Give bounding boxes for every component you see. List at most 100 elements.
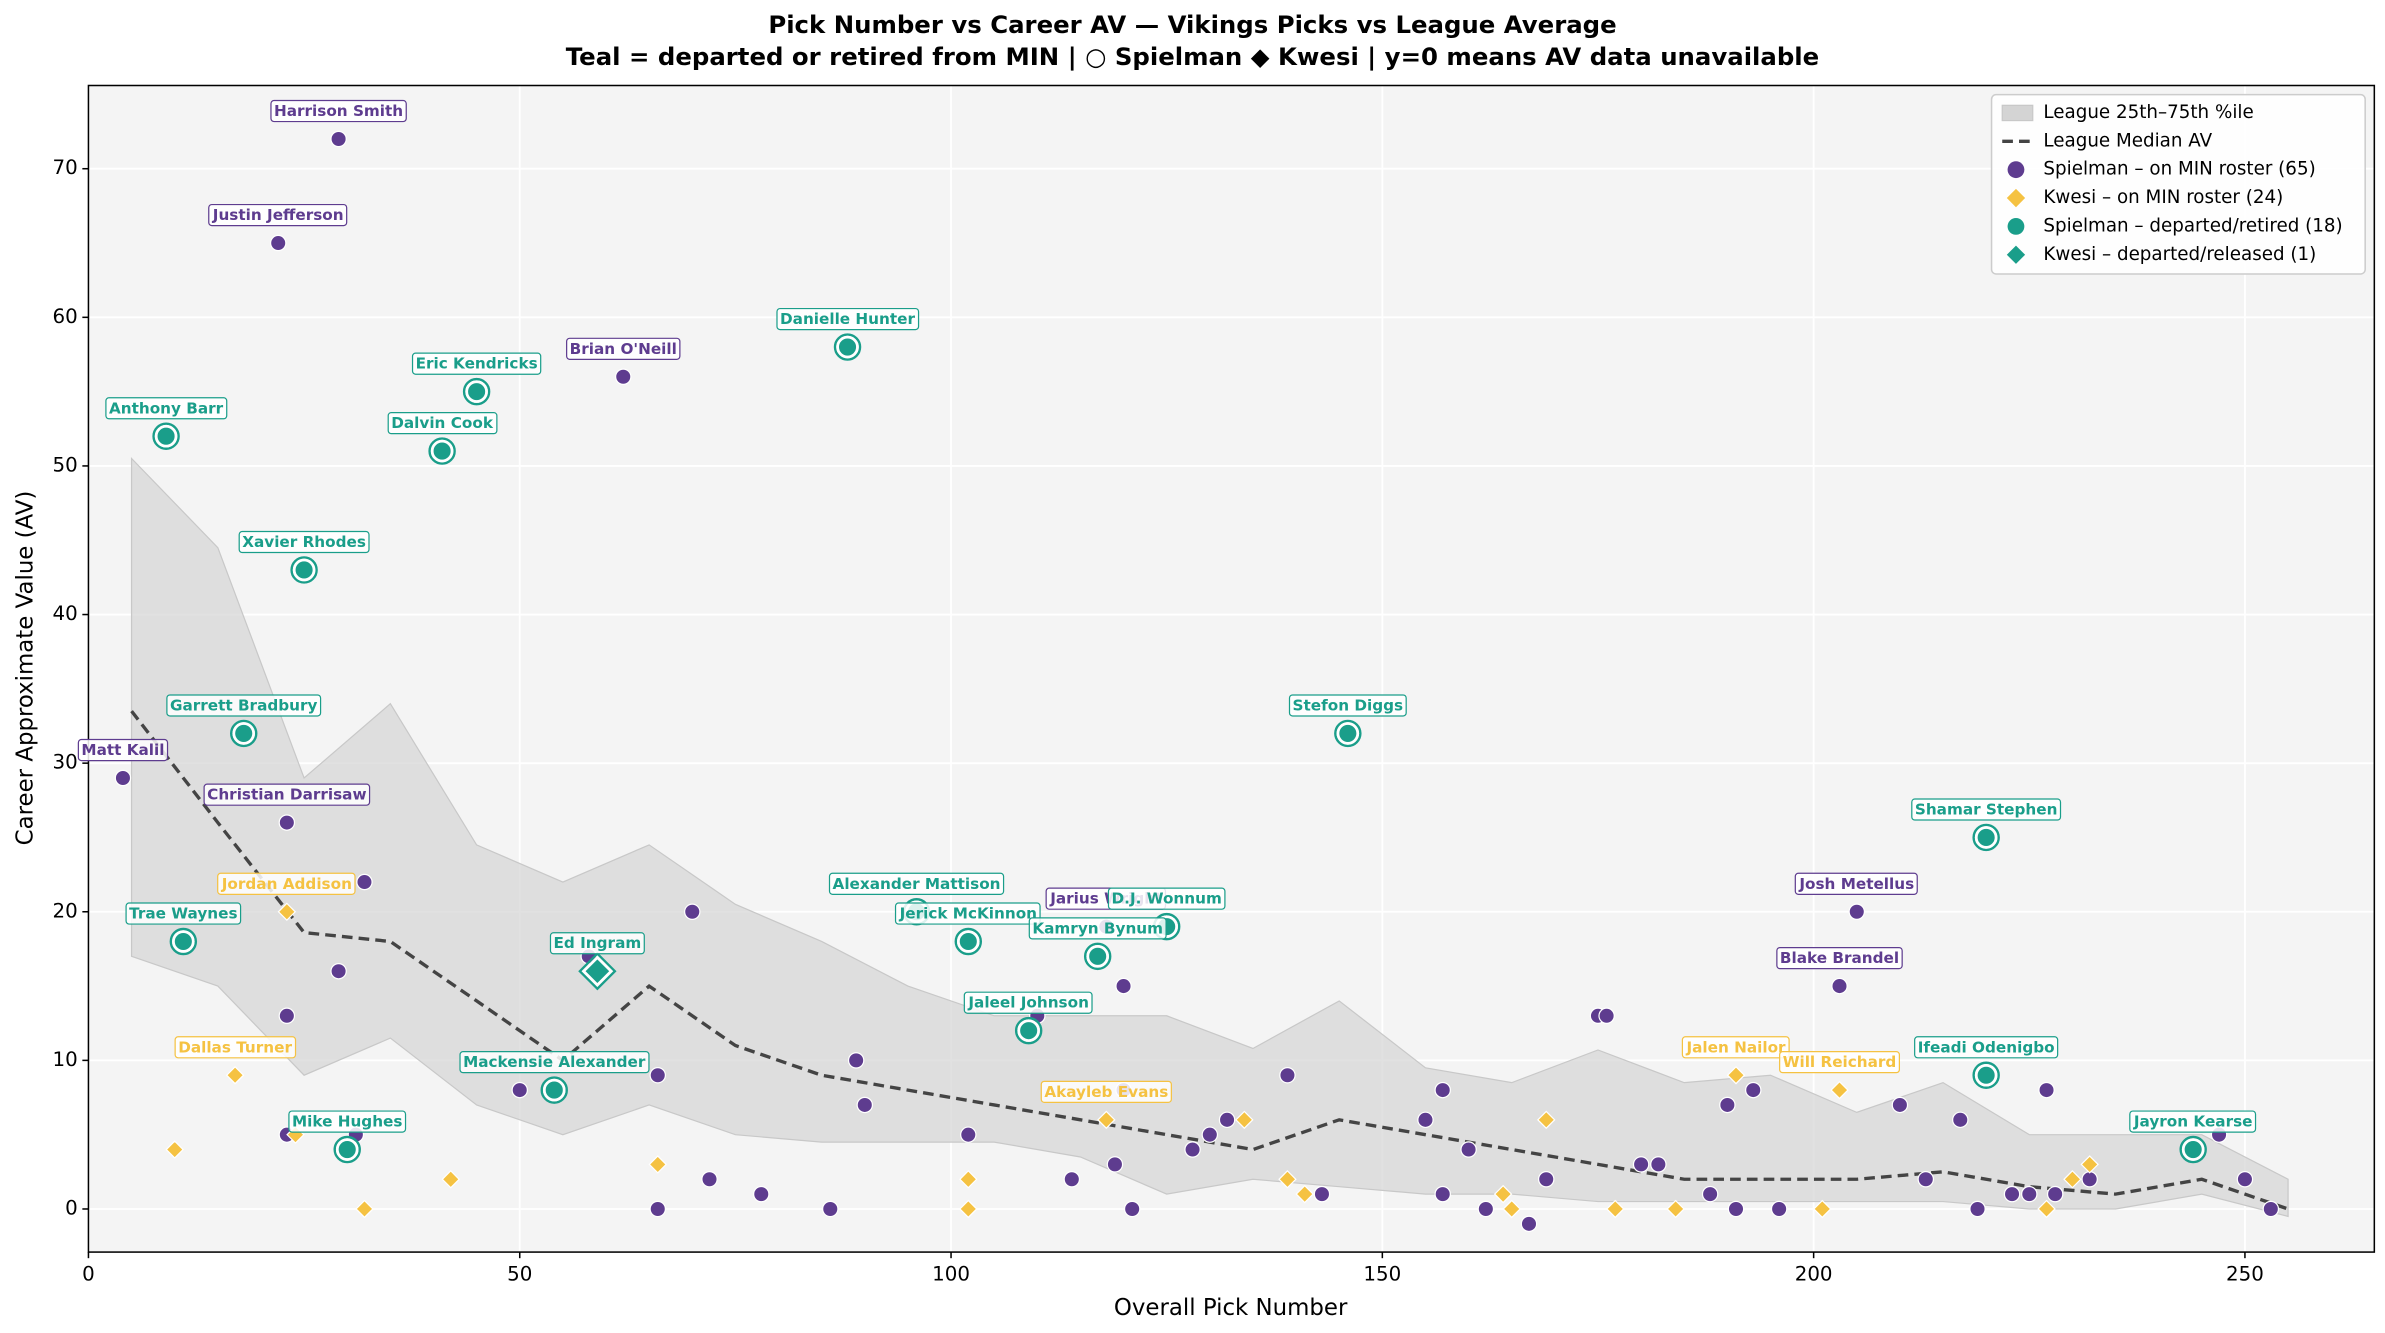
point [753,1185,770,1203]
x-tick-label: 50 [507,1262,532,1285]
annotation-box [2129,1110,2257,1133]
marker-ring [1972,823,2000,852]
marker-ring [2179,1135,2207,1164]
annotation-label: Xavier Rhodes [242,533,366,551]
point [959,1170,978,1189]
point [1502,1199,1521,1219]
point [615,368,632,386]
plot-frame [87,84,2376,1253]
point [1536,1110,1556,1130]
annotation-label: Christian Darrisaw [207,786,366,804]
chart-subtitle: Teal = departed or retired from MIN | ○ … [566,42,1819,71]
annotation-box [1794,872,1918,895]
point [154,424,178,448]
marker-ring [290,556,318,584]
point [1278,1170,1297,1189]
point-annotation: Kamryn Bynum [1028,917,1167,940]
marker-ring [229,719,258,748]
marker-ring [1972,1061,2000,1089]
annotation-box [549,932,645,955]
point [1434,1185,1451,1203]
point [1666,1199,1685,1219]
point [278,814,296,831]
point [581,955,614,987]
annotation-box [1681,1036,1790,1059]
marker-ring [462,377,491,406]
point [277,902,297,922]
point [1017,1019,1040,1042]
marker-ring [169,927,198,956]
point [648,1155,668,1174]
point-annotation: D.J. Wonnum [1107,887,1226,910]
legend-swatch [2006,245,2026,264]
point [1097,1110,1116,1130]
point [2181,1138,2205,1161]
point [2063,1170,2082,1189]
point [1235,1110,1254,1130]
marker-ring [954,927,983,956]
annotation-box [203,783,371,806]
point [1460,1141,1477,1158]
point [957,930,980,953]
marker-ring [1334,719,1362,748]
annotation-label: Harrison Smith [274,102,403,120]
point [114,769,132,787]
point-annotation: Mackensie Alexander [459,1051,650,1074]
point [2038,1081,2055,1099]
point-annotation: Will Reichard [1779,1051,1900,1074]
point [649,1066,666,1084]
annotation-label: Matt Kalil [81,741,164,759]
marker-ring [1014,1016,1043,1045]
point-annotation: Harrison Smith [270,99,407,123]
point [959,1199,978,1219]
legend-swatch [2007,161,2025,179]
point [1726,1065,1746,1085]
point [1701,1185,1719,1203]
annotation-box [270,99,407,123]
annotation-label: Josh Metellus [1798,875,1914,893]
legend-label: League Median AV [2043,130,2212,151]
point [2046,1185,2064,1203]
point [1813,1199,1832,1219]
annotation-label: Jordan Addison [221,875,352,893]
point [232,722,255,745]
annotation-box [238,530,370,554]
annotation-box [411,352,542,375]
point [356,873,373,891]
legend-swatch [2006,188,2026,208]
point [1295,1184,1314,1204]
x-axis-label: Overall Pick Number [1114,1295,1348,1321]
point [1598,1007,1615,1025]
annotation-box [1779,1051,1900,1074]
point [269,234,287,252]
annotation-label: Dalvin Cook [391,414,494,432]
point-annotation: Jalen Nailor [1681,1036,1790,1059]
annotation-label: Blake Brandel [1780,949,1899,967]
point [465,380,488,403]
annotation-label: Mackensie Alexander [463,1053,646,1071]
point [1218,1111,1236,1129]
iqr-band [130,456,2289,1218]
annotation-box [566,337,681,360]
point [165,1140,184,1159]
annotation-label: Jalen Nailor [1685,1038,1786,1056]
marker-ring [540,1076,568,1104]
y-tick-label: 30 [53,751,78,774]
annotation-label: Trae Waynes [129,905,237,923]
point [430,439,454,463]
annotation-label: Kamryn Bynum [1032,919,1163,937]
point-annotation: Xavier Rhodes [238,530,370,554]
x-tick-label: 0 [82,1262,95,1285]
point [511,1081,528,1099]
point-annotation: Josh Metellus [1794,872,1918,895]
point-annotation: Mike Hughes [288,1110,407,1133]
point [1632,1156,1650,1173]
annotation-label: Will Reichard [1783,1053,1897,1071]
legend-swatch [2001,104,2034,122]
annotation-label: Jerick McKinnon [899,905,1037,923]
annotation-box [1911,798,2062,821]
point [1745,1081,1762,1099]
legend-swatch [2007,218,2025,235]
plot-layer [114,130,2289,1233]
